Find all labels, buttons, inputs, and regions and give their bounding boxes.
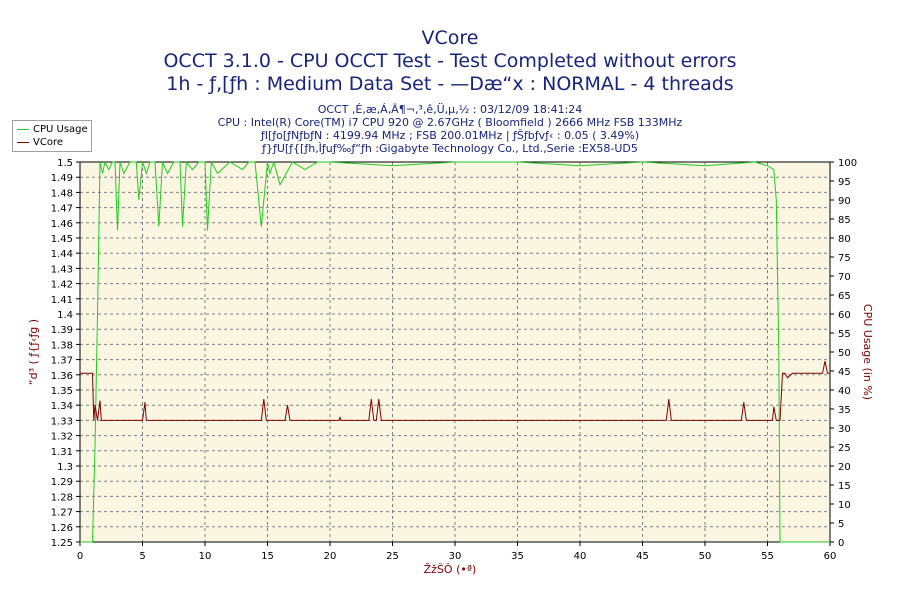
x-tick-label: 5 [139, 551, 145, 562]
y-tick-label: 1.33 [51, 416, 73, 427]
y2-tick-label: 35 [838, 405, 851, 416]
x-tick-label: 20 [324, 551, 337, 562]
y2-tick-label: 40 [838, 386, 851, 397]
y2-tick-label: 60 [838, 310, 851, 321]
x-tick-label: 55 [761, 551, 774, 562]
plot-area [80, 162, 830, 542]
y-tick-label: 1.36 [51, 371, 73, 382]
legend-item-cpu-usage: CPU Usage [17, 123, 88, 136]
y-tick-label: 1.29 [51, 477, 73, 488]
y2-tick-label: 10 [838, 500, 851, 511]
legend-item-vcore: VCore [17, 136, 63, 149]
y2-tick-label: 0 [838, 538, 844, 549]
legend-label-cpu-usage: CPU Usage [33, 124, 88, 135]
y-tick-label: 1.43 [51, 264, 73, 275]
x-tick-label: 35 [511, 551, 524, 562]
series-line-cpu-usage [80, 160, 830, 543]
legend-label-vcore: VCore [33, 137, 63, 148]
x-tick-label: 15 [261, 551, 274, 562]
y2-tick-label: 50 [838, 348, 851, 359]
y2-tick-label: 70 [838, 272, 851, 283]
y-tick-label: 1.47 [51, 204, 73, 215]
x-tick-label: 30 [449, 551, 462, 562]
y-tick-label: 1.4 [57, 310, 73, 321]
y2-tick-label: 25 [838, 443, 851, 454]
legend-swatch-vcore [17, 142, 29, 143]
chart-subtitle: OCCT 3.1.0 - CPU OCCT Test - Test Comple… [163, 50, 737, 72]
y2-tick-label: 95 [838, 177, 851, 188]
y-tick-label: 1.31 [51, 447, 73, 458]
y-tick-label: 1.34 [51, 401, 73, 412]
y2-tick-label: 15 [838, 481, 851, 492]
y2-tick-label: 20 [838, 462, 851, 473]
x-tick-label: 60 [824, 551, 837, 562]
y-tick-label: 1.39 [51, 325, 73, 336]
info-line-generated: OCCT ‚É‚æ‚Á‚Ä¶¬‚³‚ê‚Ü‚µ‚½ : 03/12/09 18:… [317, 103, 583, 116]
info-line-motherboard: ƒ}ƒU[ƒ{[ƒh‚Ìƒuƒ‰ƒ“ƒh :Gigabyte Technolog… [262, 142, 638, 155]
legend-swatch-cpu-usage [17, 129, 29, 130]
x-tick-label: 0 [77, 551, 83, 562]
y2-tick-label: 55 [838, 329, 851, 340]
x-axis-title: ŽžŠÔ (•ª) [424, 563, 477, 576]
y-tick-label: 1.32 [51, 432, 73, 443]
y-tick-label: 1.37 [51, 356, 73, 367]
y2-tick-label: 30 [838, 424, 851, 435]
y2-tick-label: 80 [838, 234, 851, 245]
y-tick-label: 1.41 [51, 295, 73, 306]
y2-tick-label: 85 [838, 215, 851, 226]
y-tick-label: 1.26 [51, 523, 73, 534]
info-line-overclock: ƒI[ƒo[ƒNƒbƒN : 4199.94 MHz ; FSB 200.01M… [260, 129, 640, 142]
y-tick-label: 1.49 [51, 173, 73, 184]
y-tick-label: 1.45 [51, 234, 73, 245]
y-axis-title: “d³ ( ƒ{ƒ‹ƒg ) [27, 319, 40, 385]
y-tick-label: 1.42 [51, 280, 73, 291]
y-tick-label: 1.46 [51, 219, 73, 230]
y-tick-label: 1.27 [51, 508, 73, 519]
x-tick-label: 45 [636, 551, 649, 562]
x-tick-label: 10 [199, 551, 212, 562]
y-tick-label: 1.25 [51, 538, 73, 549]
y-tick-label: 1.38 [51, 340, 73, 351]
y2-tick-label: 90 [838, 196, 851, 207]
y-tick-label: 1.5 [57, 158, 73, 169]
y-tick-label: 1.44 [51, 249, 73, 260]
y2-tick-label: 75 [838, 253, 851, 264]
x-tick-label: 50 [699, 551, 712, 562]
y-tick-label: 1.28 [51, 492, 73, 503]
y2-axis-title: CPU Usage (in %) [861, 304, 874, 400]
y-tick-label: 1.48 [51, 188, 73, 199]
y2-tick-label: 65 [838, 291, 851, 302]
y2-tick-label: 5 [838, 519, 844, 530]
y-tick-label: 1.35 [51, 386, 73, 397]
series-line-vcore [80, 360, 830, 421]
y2-tick-label: 100 [838, 158, 857, 169]
y2-tick-label: 45 [838, 367, 851, 378]
x-tick-label: 40 [574, 551, 587, 562]
x-tick-label: 25 [386, 551, 399, 562]
chart-subtitle-2: 1h - ƒ‚[ƒh : Medium Data Set - —Dæ“x : N… [166, 73, 734, 95]
chart-legend: CPU Usage VCore [12, 120, 92, 152]
info-line-cpu: CPU : Intel(R) Core(TM) i7 CPU 920 @ 2.6… [217, 116, 683, 129]
y-tick-label: 1.3 [57, 462, 73, 473]
chart-title: VCore [421, 27, 479, 49]
